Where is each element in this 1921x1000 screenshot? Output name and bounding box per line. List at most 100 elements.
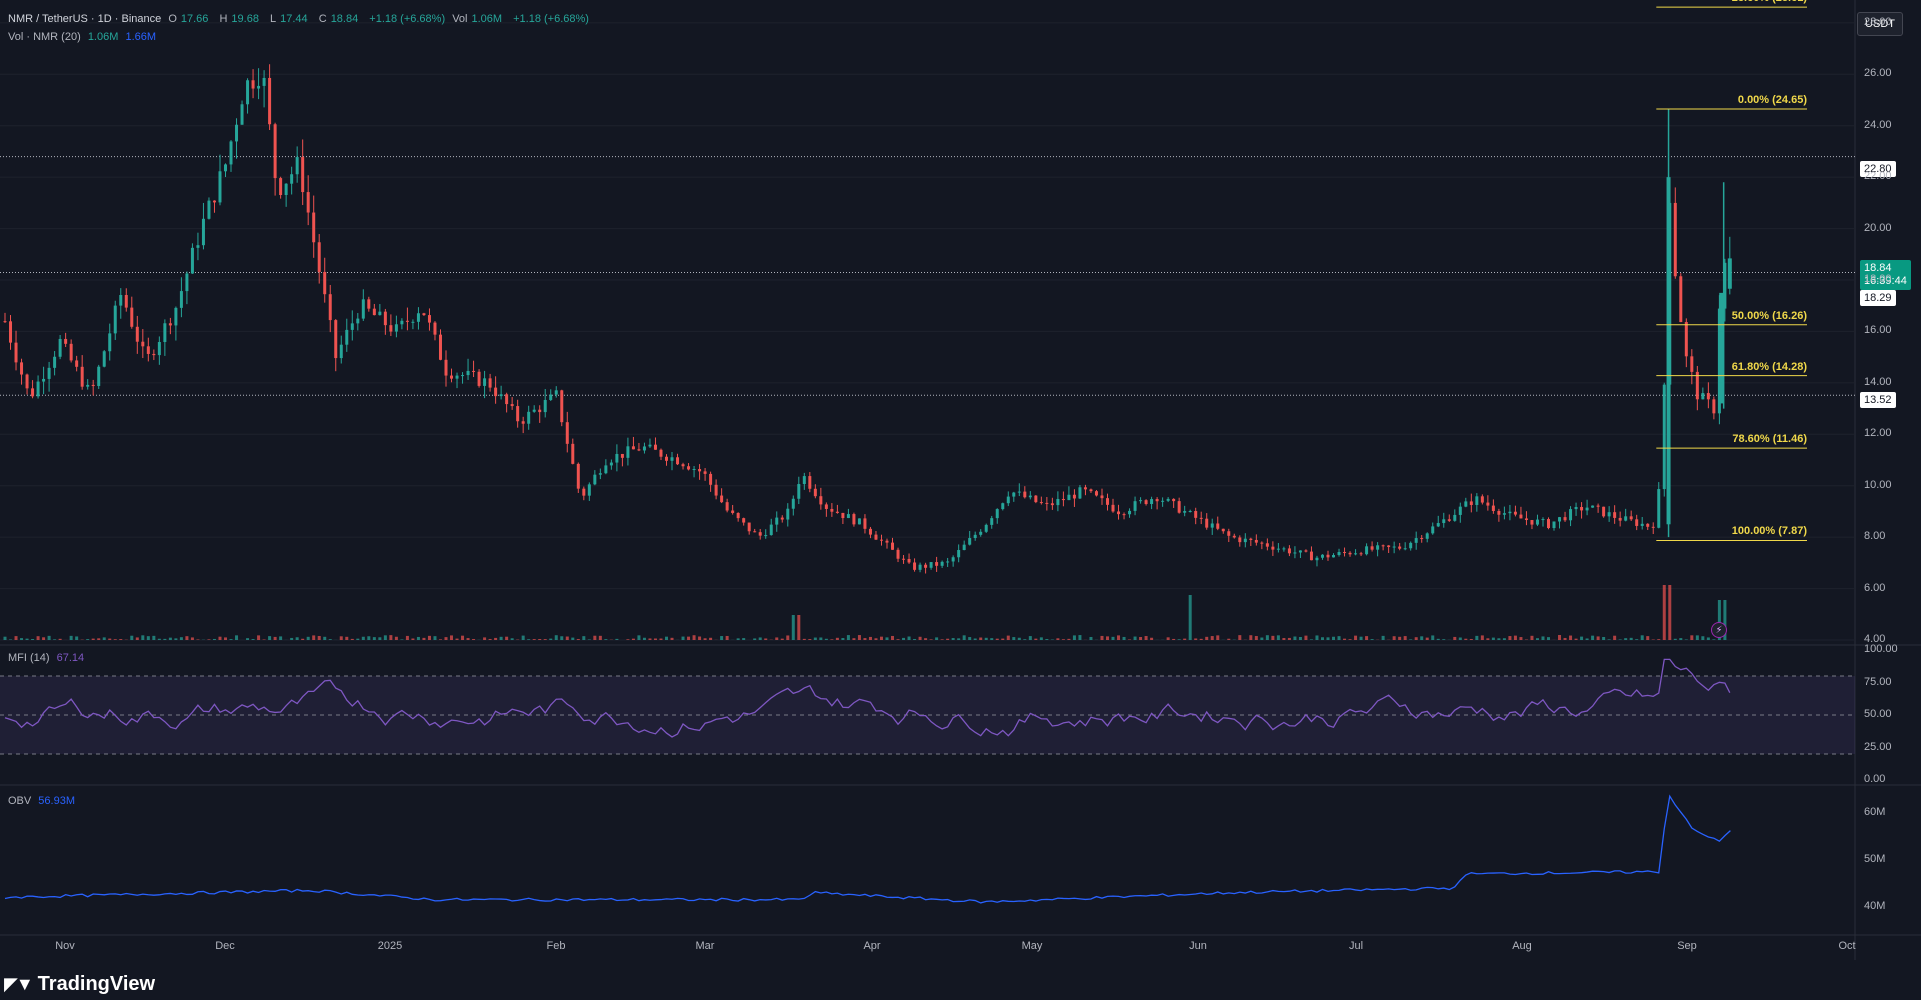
volume-bar	[984, 637, 988, 640]
candle-body	[389, 325, 393, 332]
candle-body	[1447, 519, 1451, 521]
volume-bar	[1464, 638, 1468, 640]
volume-bar	[1337, 636, 1341, 640]
candle-body	[1001, 503, 1005, 510]
candle-body	[400, 320, 404, 325]
volume-bar	[924, 638, 928, 640]
volume-bar	[207, 639, 211, 640]
candle-body	[1183, 511, 1187, 513]
volume-bar	[1497, 638, 1501, 640]
candle-body	[665, 456, 668, 461]
candle-body	[835, 511, 839, 513]
volume-bar	[979, 637, 983, 640]
candle-body	[758, 532, 762, 536]
volume-legend[interactable]: Vol · NMR (20) 1.06M 1.66M	[8, 30, 160, 44]
volume-bar	[312, 635, 316, 640]
volume-bar	[273, 636, 277, 640]
volume-bar	[802, 638, 806, 640]
candle-body	[676, 457, 680, 465]
candle-body	[516, 406, 520, 422]
candle-body	[135, 326, 139, 342]
candle-body	[378, 311, 382, 316]
mfi-legend[interactable]: MFI (14) 67.14	[8, 651, 88, 665]
candle-body	[477, 371, 481, 386]
candle-body	[1128, 510, 1132, 515]
volume-bar	[1365, 636, 1369, 640]
volume-bar	[841, 638, 845, 640]
volume-bar	[218, 636, 222, 640]
candle-body	[1695, 371, 1699, 400]
candle-body	[190, 247, 194, 274]
candle-body	[554, 390, 558, 395]
candle-body	[1133, 501, 1137, 511]
candle-body	[1365, 546, 1369, 555]
candle-body	[1624, 516, 1628, 521]
lightning-icon[interactable]: ⚡	[1711, 622, 1727, 638]
candle-body	[1690, 356, 1694, 372]
volume-bar	[681, 636, 685, 640]
volume-bar	[1315, 635, 1319, 640]
volume-bar	[1508, 636, 1512, 640]
currency-button[interactable]: USDT	[1857, 12, 1903, 36]
volume-bar	[968, 637, 972, 640]
volume-bar	[472, 639, 476, 640]
volume-bar	[53, 639, 57, 640]
volume-bar	[720, 636, 724, 640]
candle-body	[1629, 516, 1633, 520]
fib-level-label: 78.60% (11.46)	[1732, 433, 1807, 446]
time-axis-tick: Jul	[1348, 940, 1364, 952]
candle-body	[1177, 501, 1181, 513]
candle-body	[1023, 491, 1027, 498]
volume-bar	[328, 639, 332, 640]
volume-bar	[1012, 637, 1016, 640]
volume-bar	[1613, 635, 1617, 640]
volume-bar	[1486, 638, 1490, 640]
candle-body	[709, 473, 713, 485]
candle-body	[317, 242, 321, 272]
volume-bar	[1695, 635, 1699, 640]
time-axis-tick: 2025	[377, 940, 403, 952]
candle-body	[1117, 511, 1121, 515]
volume-bar	[185, 636, 189, 640]
symbol-name[interactable]: NMR / TetherUS · 1D · Binance	[8, 13, 162, 25]
candle-body	[1469, 501, 1473, 505]
candle-body	[1094, 491, 1098, 496]
candle-body	[1298, 550, 1302, 553]
volume-bar	[1348, 639, 1352, 640]
obv-legend[interactable]: OBV 56.93M	[8, 794, 79, 808]
candle-body	[653, 444, 657, 450]
volume-bar	[1392, 636, 1396, 640]
change-value: +1.18 (+6.68%)	[369, 13, 446, 25]
candle-body	[819, 496, 823, 505]
candle-body	[75, 360, 79, 367]
candle-body	[416, 313, 420, 322]
candle-body	[902, 558, 906, 560]
volume-bar	[1624, 638, 1628, 640]
volume-bar	[1354, 635, 1358, 640]
volume-bar	[1453, 636, 1457, 640]
candle-body	[455, 375, 459, 379]
candle-body	[306, 192, 310, 213]
candle-body	[1111, 504, 1115, 512]
candle-body	[1491, 505, 1495, 511]
volume-bar	[1265, 635, 1269, 640]
close-label: C	[318, 13, 327, 25]
candle-body	[1320, 554, 1324, 558]
volume-bar	[438, 639, 442, 640]
mfi-axis-tick: 0.00	[1864, 773, 1886, 785]
volume-bar	[1194, 638, 1198, 640]
candle-body	[604, 465, 608, 474]
candle-body	[615, 453, 619, 463]
candle-body	[571, 443, 575, 464]
tradingview-logo[interactable]: ◤▼ TradingView	[4, 973, 155, 996]
candle-body	[1067, 494, 1071, 501]
volume-bar	[1298, 636, 1302, 640]
candle-body	[483, 378, 487, 386]
candle-body	[80, 366, 84, 387]
volume-bar	[1260, 637, 1264, 640]
time-axis-tick: Jun	[1189, 940, 1207, 952]
candle-body	[973, 534, 977, 539]
price-axis-tick: 24.00	[1864, 118, 1892, 131]
volume-bar	[47, 635, 51, 640]
